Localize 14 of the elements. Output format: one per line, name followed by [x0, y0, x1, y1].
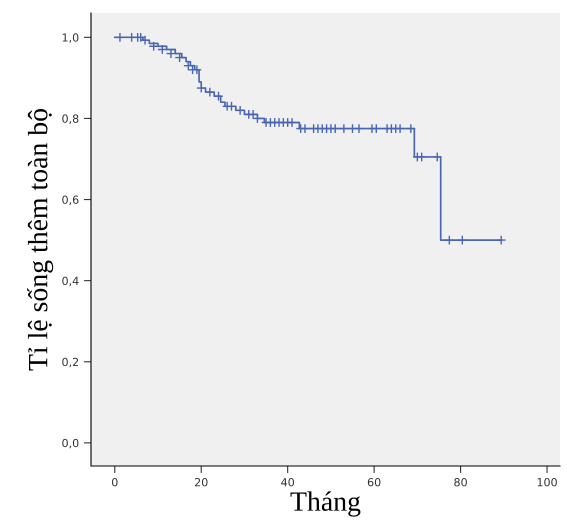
x-tick-label: 0 [112, 478, 118, 486]
y-axis-title: Tỉ lệ sống thêm toàn bộ [27, 109, 54, 371]
y-tick-label: 0,4 [62, 276, 79, 286]
x-axis-title: Tháng [290, 491, 360, 517]
x-tick-label: 20 [194, 478, 208, 486]
y-tick-label: 0,8 [62, 114, 78, 124]
x-tick-label: 100 [538, 478, 557, 486]
y-tick-label: 1,0 [62, 33, 78, 43]
y-tick-label: 0,2 [62, 358, 78, 368]
x-tick-label: 60 [368, 478, 380, 486]
y-tick-label: 0,0 [62, 438, 78, 448]
x-tick-label: 40 [281, 478, 294, 486]
y-tick-label: 0,6 [62, 196, 78, 206]
x-tick-label: 80 [454, 478, 467, 486]
